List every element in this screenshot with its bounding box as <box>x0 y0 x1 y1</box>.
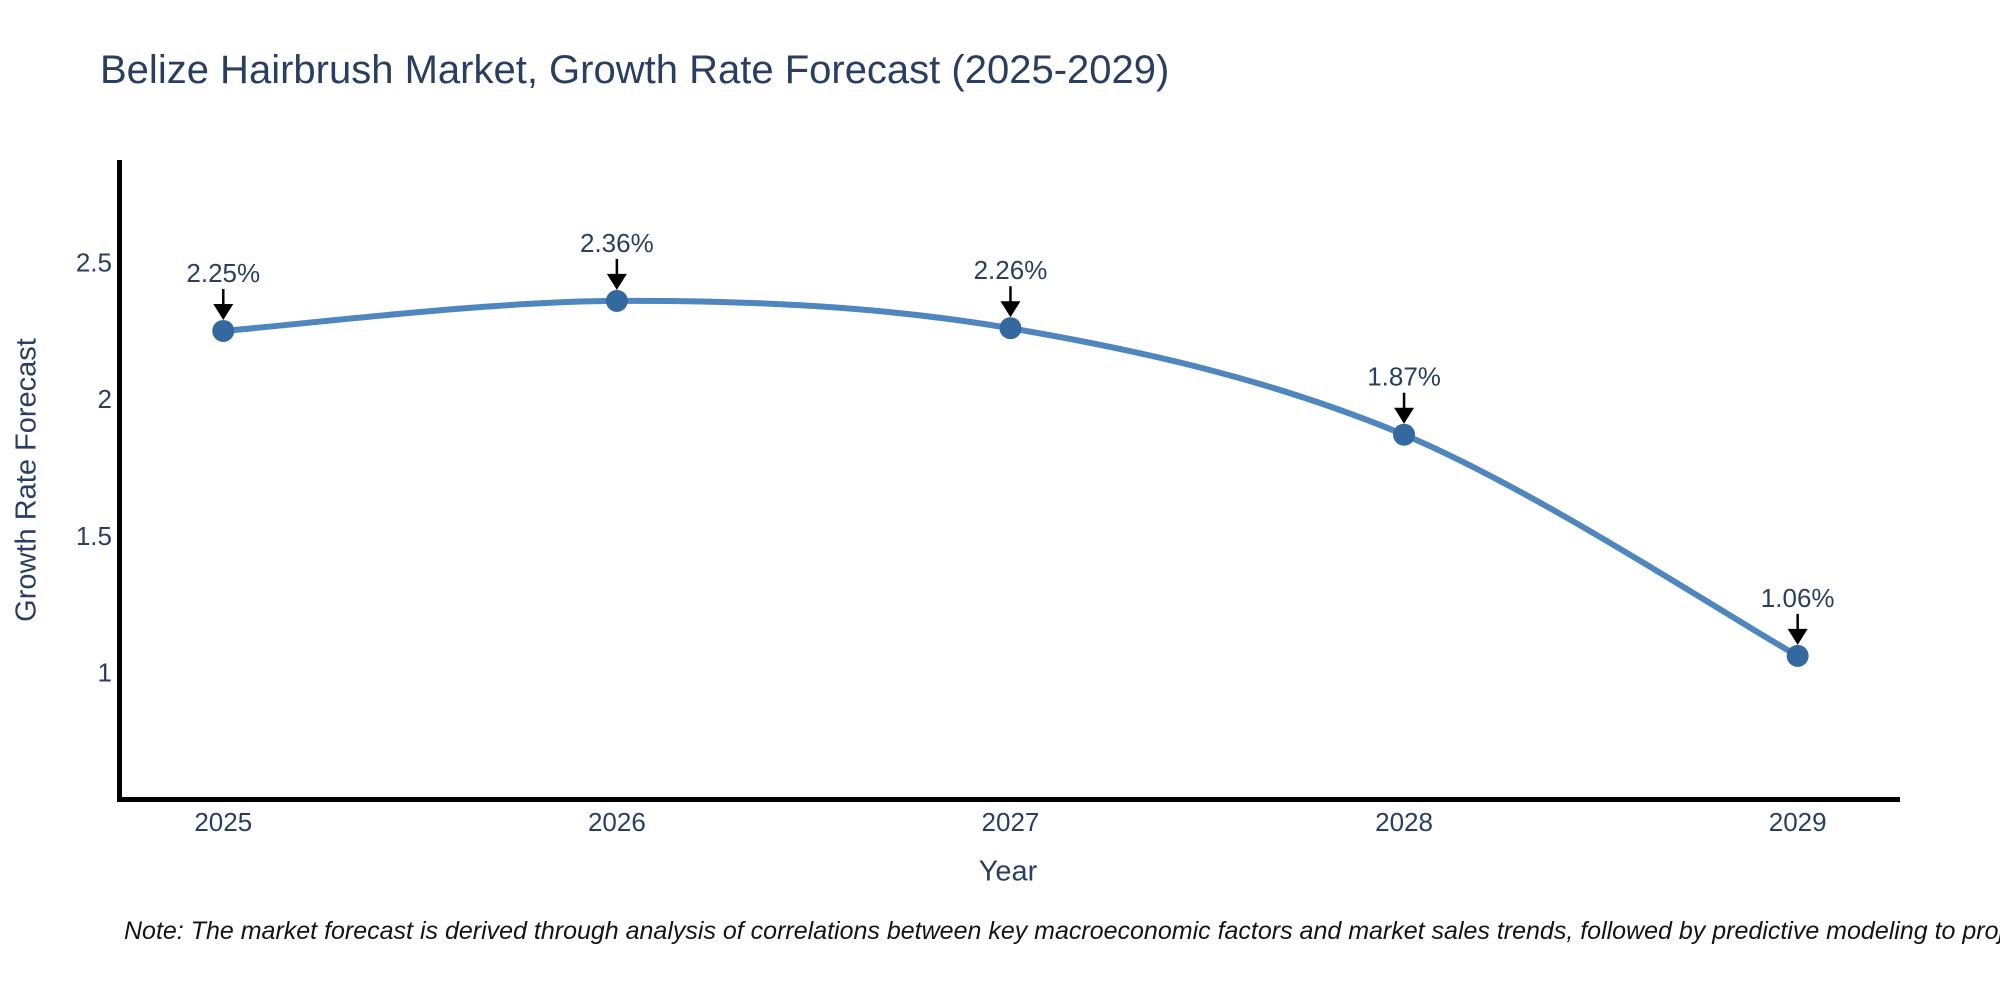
x-tick-label: 2027 <box>982 807 1040 837</box>
y-tick-label: 2.5 <box>76 248 112 278</box>
data-point-label: 1.06% <box>1761 583 1835 613</box>
y-tick-label: 1 <box>98 657 112 687</box>
chart-title: Belize Hairbrush Market, Growth Rate For… <box>100 48 1170 92</box>
y-tick-label: 2 <box>98 384 112 414</box>
x-axis-title: Year <box>978 855 1038 888</box>
data-point-marker <box>1786 644 1809 667</box>
annotation-arrow-head <box>1000 301 1021 318</box>
annotation-arrow-head <box>1394 407 1415 424</box>
data-point-label: 1.87% <box>1367 362 1441 392</box>
annotation-arrow-head <box>213 303 234 320</box>
data-point-label: 2.25% <box>186 258 260 288</box>
x-tick-label: 2026 <box>588 807 646 837</box>
series-line <box>220 297 1801 659</box>
data-point-marker <box>605 289 628 312</box>
annotation-arrow-head <box>606 273 627 290</box>
y-axis-title: Growth Rate Forecast <box>10 338 43 622</box>
annotation-arrow-head <box>1787 628 1808 645</box>
footnote: Note: The market forecast is derived thr… <box>124 917 2000 945</box>
x-tick-label: 2025 <box>194 807 252 837</box>
data-point-marker <box>1393 423 1416 446</box>
data-point-marker <box>212 319 235 342</box>
data-point-marker <box>999 317 1022 340</box>
x-tick-label: 2029 <box>1769 807 1827 837</box>
data-point-label: 2.26% <box>974 255 1048 285</box>
y-tick-label: 1.5 <box>76 521 112 551</box>
x-tick-label: 2028 <box>1375 807 1433 837</box>
data-point-label: 2.36% <box>580 228 654 258</box>
